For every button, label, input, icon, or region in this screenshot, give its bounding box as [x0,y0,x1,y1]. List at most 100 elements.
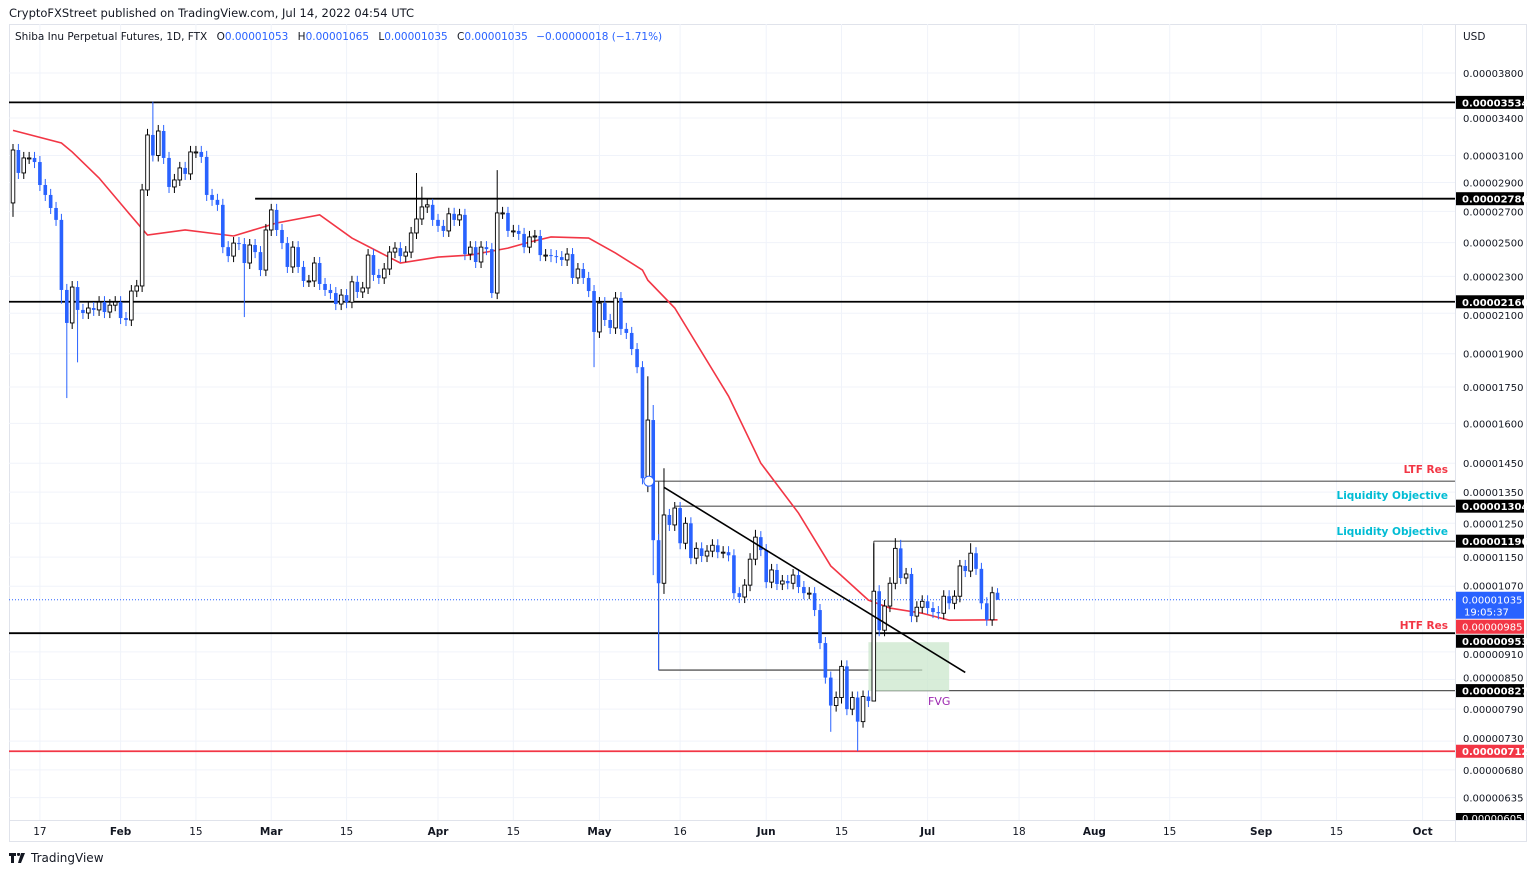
candle [629,326,634,356]
candle [780,574,785,591]
candle-body [242,244,247,264]
candle [253,238,257,259]
candle-body [177,167,183,181]
candle [699,542,704,563]
candle-body [656,540,661,584]
candle-body [253,245,257,253]
price-tick-label: 0.00003400 [1463,114,1523,125]
candle-body [597,302,602,333]
candle-body [968,552,973,572]
candle [871,543,877,702]
candle [10,143,16,217]
candle [129,285,134,327]
annotation-liquidity_2: Liquidity Objective [1337,526,1449,538]
candle-body [887,582,893,607]
candle-body [328,289,333,294]
candle [979,562,984,610]
candle [323,277,327,296]
candle [96,296,102,316]
candle-body [871,590,877,702]
tradingview-logo-icon [9,853,25,863]
candle [592,285,596,368]
candle [285,237,290,273]
candle-body [914,606,920,617]
candle [344,289,349,309]
candle [274,203,279,237]
candle-body [802,587,806,594]
candle [21,151,27,179]
time-tick-label: 15 [340,826,353,838]
candle-body [532,235,538,238]
candle-body [263,229,269,271]
price-level-tag [1456,192,1524,206]
candle [645,376,651,493]
published-note: CryptoFXStreet published on TradingView.… [9,6,415,20]
candle-body [215,199,220,205]
candle [903,567,909,585]
candle-body [624,328,629,333]
candle [296,241,300,273]
candle [231,237,236,263]
candle [995,588,1000,600]
price-level-tag-text: 0.00000953 [1462,637,1528,648]
candle [468,241,473,261]
candle-body [129,290,134,321]
ma-value-tag [1456,619,1524,634]
currency-label[interactable]: USD [1463,31,1486,43]
annotation-htf_res: HTF Res [1400,620,1448,632]
candle-body [726,552,731,556]
candle [32,151,37,169]
candle-body [151,134,155,156]
candle [925,595,930,615]
candle [720,546,726,559]
candle-body [564,253,570,261]
candle [334,287,338,311]
candle-body [414,218,419,234]
candle [215,193,220,211]
candle-body [543,254,548,257]
symbol-legend: Shiba Inu Perpetual Futures, 1D, FTX O0.… [15,31,662,43]
candle-body [317,263,322,284]
drawings [9,101,1455,753]
candle-body [931,608,935,613]
candle [54,201,58,226]
candle [242,238,247,318]
candle-body [124,318,128,320]
symbol-name[interactable]: Shiba Inu Perpetual Futures, 1D, FTX [15,31,208,43]
candle-body [473,247,478,262]
candle [802,581,806,600]
candle-body [425,204,430,208]
change-value: −0.00000018 (−1.71%) [536,31,663,43]
anchor-point-marker [643,475,655,487]
candle [38,156,42,192]
low-label: L [378,31,385,43]
candle [747,553,753,592]
price-tick-label: 0.00001350 [1463,488,1523,499]
candle [151,101,155,162]
candle-body [839,665,844,698]
candle [683,517,688,550]
candle-body [957,565,963,597]
candle [812,587,817,617]
candle [882,600,887,637]
time-axis[interactable]: 17 Feb 15 Mar 15 Apr 15 May 16 Jun 15 Jul 18 Aug 15 Sep… [33,826,1432,838]
candle [268,203,274,237]
candle-body [833,697,839,707]
candle-body [344,295,349,303]
price-level-tag-text: 0.00001304 [1462,502,1528,513]
candle-body [193,151,199,154]
price-axis[interactable]: 0.00003800 0.00003400 0.00003100 0.00002900… [1456,69,1528,841]
candle [183,161,187,180]
candle [651,405,656,576]
candle [603,297,607,327]
candle [408,226,414,259]
candle [247,238,252,270]
price-tick-label: 0.00003100 [1463,151,1523,162]
candle [635,343,639,374]
candle [484,241,489,256]
candle [441,219,446,237]
candle [349,275,355,309]
grid [9,24,1455,820]
candles [10,101,1000,752]
